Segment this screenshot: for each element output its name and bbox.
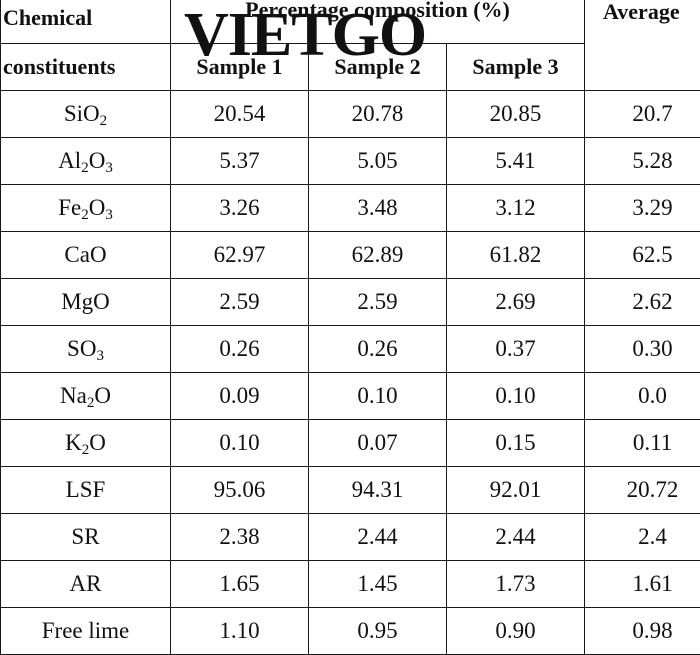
vietgo-watermark: VIETGO	[184, 4, 426, 66]
sample-1-value: 5.37	[171, 138, 309, 185]
sample-3-value: 0.90	[447, 608, 585, 655]
constituent-name: Fe2O3	[1, 185, 171, 232]
sample-2-value: 2.44	[309, 514, 447, 561]
average-value: 2.62	[585, 279, 700, 326]
sample-1-value: 20.54	[171, 91, 309, 138]
sample-3-value: 0.37	[447, 326, 585, 373]
sample-1-value: 95.06	[171, 467, 309, 514]
average-value: 0.98	[585, 608, 700, 655]
header-average: Average	[585, 0, 700, 91]
sample-2-value: 0.26	[309, 326, 447, 373]
average-value: 3.29	[585, 185, 700, 232]
sample-3-value: 20.85	[447, 91, 585, 138]
constituent-name: Al2O3	[1, 138, 171, 185]
average-value: 62.5	[585, 232, 700, 279]
sample-2-value: 3.48	[309, 185, 447, 232]
constituent-name: K2O	[1, 420, 171, 467]
average-value: 1.61	[585, 561, 700, 608]
sample-1-value: 0.10	[171, 420, 309, 467]
constituent-name: SR	[1, 514, 171, 561]
constituent-name: CaO	[1, 232, 171, 279]
constituent-name: SO3	[1, 326, 171, 373]
average-value: 0.30	[585, 326, 700, 373]
sample-1-value: 2.38	[171, 514, 309, 561]
sample-1-value: 0.26	[171, 326, 309, 373]
header-chemical-line1: Chemical	[1, 0, 171, 44]
sample-2-value: 20.78	[309, 91, 447, 138]
constituent-name: Na2O	[1, 373, 171, 420]
average-value: 20.72	[585, 467, 700, 514]
sample-3-value: 3.12	[447, 185, 585, 232]
sample-2-value: 0.10	[309, 373, 447, 420]
average-value: 0.0	[585, 373, 700, 420]
header-sample-3: Sample 3	[447, 44, 585, 91]
sample-1-value: 1.65	[171, 561, 309, 608]
sample-1-value: 1.10	[171, 608, 309, 655]
sample-2-value: 62.89	[309, 232, 447, 279]
header-chemical-line2: constituents	[1, 44, 171, 91]
sample-3-value: 92.01	[447, 467, 585, 514]
sample-3-value: 5.41	[447, 138, 585, 185]
constituent-name: AR	[1, 561, 171, 608]
average-value: 0.11	[585, 420, 700, 467]
sample-3-value: 61.82	[447, 232, 585, 279]
average-value: 2.4	[585, 514, 700, 561]
sample-1-value: 2.59	[171, 279, 309, 326]
sample-1-value: 62.97	[171, 232, 309, 279]
sample-3-value: 0.15	[447, 420, 585, 467]
sample-3-value: 0.10	[447, 373, 585, 420]
average-value: 20.7	[585, 91, 700, 138]
sample-3-value: 2.44	[447, 514, 585, 561]
sample-2-value: 2.59	[309, 279, 447, 326]
average-value: 5.28	[585, 138, 700, 185]
constituent-name: LSF	[1, 467, 171, 514]
sample-2-value: 1.45	[309, 561, 447, 608]
constituent-name: MgO	[1, 279, 171, 326]
sample-3-value: 1.73	[447, 561, 585, 608]
sample-1-value: 3.26	[171, 185, 309, 232]
sample-2-value: 5.05	[309, 138, 447, 185]
constituent-name: Free lime	[1, 608, 171, 655]
sample-2-value: 94.31	[309, 467, 447, 514]
constituent-name: SiO2	[1, 91, 171, 138]
sample-2-value: 0.95	[309, 608, 447, 655]
sample-1-value: 0.09	[171, 373, 309, 420]
sample-2-value: 0.07	[309, 420, 447, 467]
sample-3-value: 2.69	[447, 279, 585, 326]
